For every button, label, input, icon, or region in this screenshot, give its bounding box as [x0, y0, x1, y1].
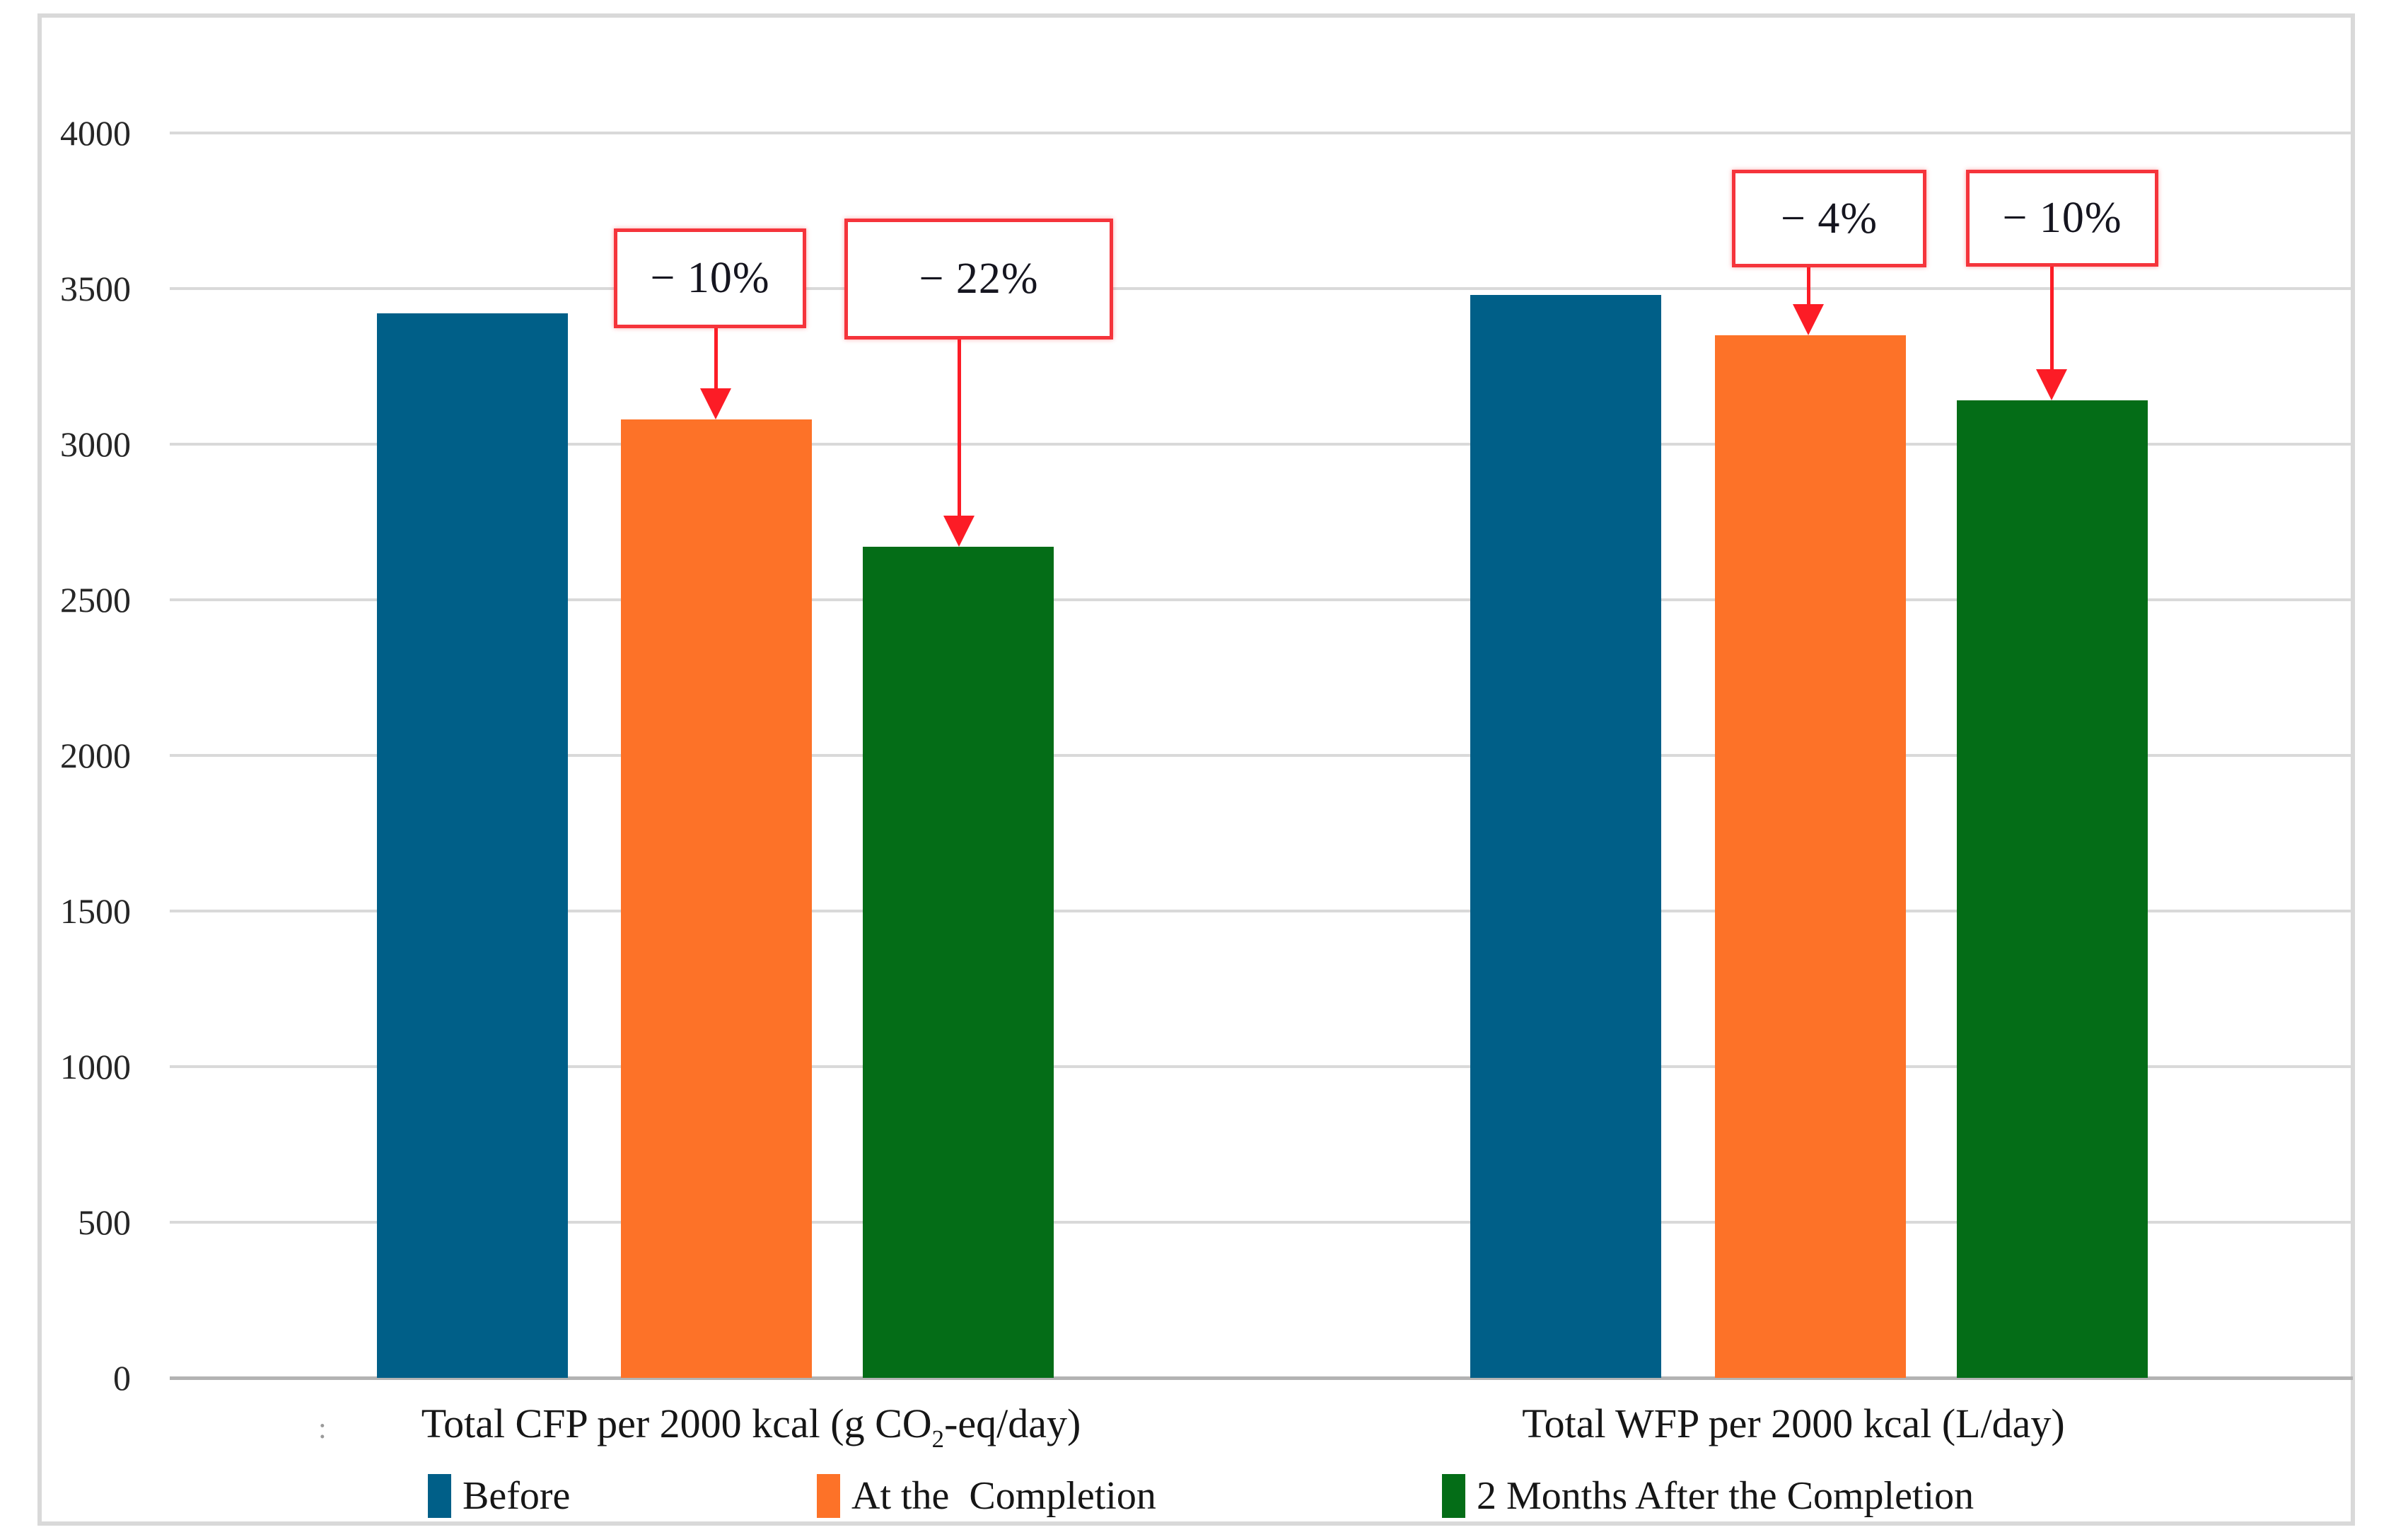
y-axis-tick-label: 3000: [60, 424, 131, 464]
bar-group2-before: [1470, 294, 1661, 1378]
category-label-subscript: 2: [931, 1425, 945, 1453]
legend-label: 2 Months After the Completion: [1477, 1474, 1974, 1518]
annotation-box: − 22%: [844, 219, 1113, 340]
y-axis-tick-label: 4000: [60, 113, 131, 153]
down-arrow-icon: [1793, 304, 1824, 335]
down-arrow-icon: [2036, 369, 2067, 401]
stray-mark: :: [318, 1413, 327, 1445]
category-label-text: -eq/day): [944, 1400, 1081, 1446]
down-arrow-icon: [943, 516, 975, 547]
gridline: [170, 598, 2353, 601]
annotation-box: − 4%: [1732, 170, 1926, 267]
bar-group1-before: [377, 313, 568, 1378]
category-axis-label: Total WFP per 2000 kcal (L/day): [1522, 1399, 2064, 1449]
category-label-text: Total WFP per 2000 kcal (L/day): [1522, 1400, 2065, 1446]
annotation-box: − 10%: [1966, 170, 2158, 267]
legend-item-at-the-completion: At the Completion: [817, 1471, 1156, 1521]
gridline: [170, 132, 2353, 134]
y-axis-tick-label: 500: [78, 1202, 131, 1242]
bar-group1-2-months-after-the-completion: [863, 547, 1054, 1378]
annotation-box: − 10%: [614, 228, 806, 328]
gridline: [170, 1065, 2353, 1068]
gridline: [170, 443, 2353, 446]
legend-swatch-icon: [428, 1474, 451, 1518]
annotation-label: − 4%: [1780, 194, 1878, 243]
legend-swatch-icon: [817, 1474, 840, 1518]
annotation-label: − 10%: [650, 254, 770, 302]
legend-label: At the Completion: [851, 1474, 1156, 1518]
category-label-text: Total CFP per 2000 kcal (g CO: [421, 1400, 932, 1446]
gridline: [170, 287, 2353, 290]
legend-label: Before: [463, 1474, 571, 1518]
gridline: [170, 1221, 2353, 1224]
down-arrow-icon: [700, 388, 731, 419]
annotation-label: − 10%: [2002, 194, 2122, 242]
category-axis-label: Total CFP per 2000 kcal (g CO2-eq/day): [421, 1399, 1081, 1464]
y-axis-tick-label: 1000: [60, 1047, 131, 1086]
y-axis-tick-label: 0: [113, 1358, 131, 1398]
legend-swatch-icon: [1442, 1474, 1465, 1518]
gridline: [170, 754, 2353, 757]
y-axis-tick-label: 2000: [60, 736, 131, 775]
x-axis-line: [170, 1376, 2353, 1380]
annotation-label: − 22%: [919, 255, 1039, 303]
bar-group2-at-the-completion: [1715, 335, 1906, 1378]
bar-group2-2-months-after-the-completion: [1957, 400, 2148, 1378]
gridline: [170, 910, 2353, 912]
annotation-arrow-line: [2050, 267, 2054, 370]
y-axis-tick-label: 3500: [60, 269, 131, 308]
annotation-arrow-line: [714, 328, 718, 388]
y-axis-tick-label: 2500: [60, 580, 131, 620]
annotation-arrow-line: [958, 340, 961, 516]
legend-item-before: Before: [428, 1471, 570, 1521]
annotation-arrow-line: [1807, 267, 1810, 304]
legend-item-2-months-after-the-completion: 2 Months After the Completion: [1442, 1471, 1974, 1521]
y-axis-tick-label: 1500: [60, 891, 131, 931]
bar-group1-at-the-completion: [621, 419, 812, 1378]
